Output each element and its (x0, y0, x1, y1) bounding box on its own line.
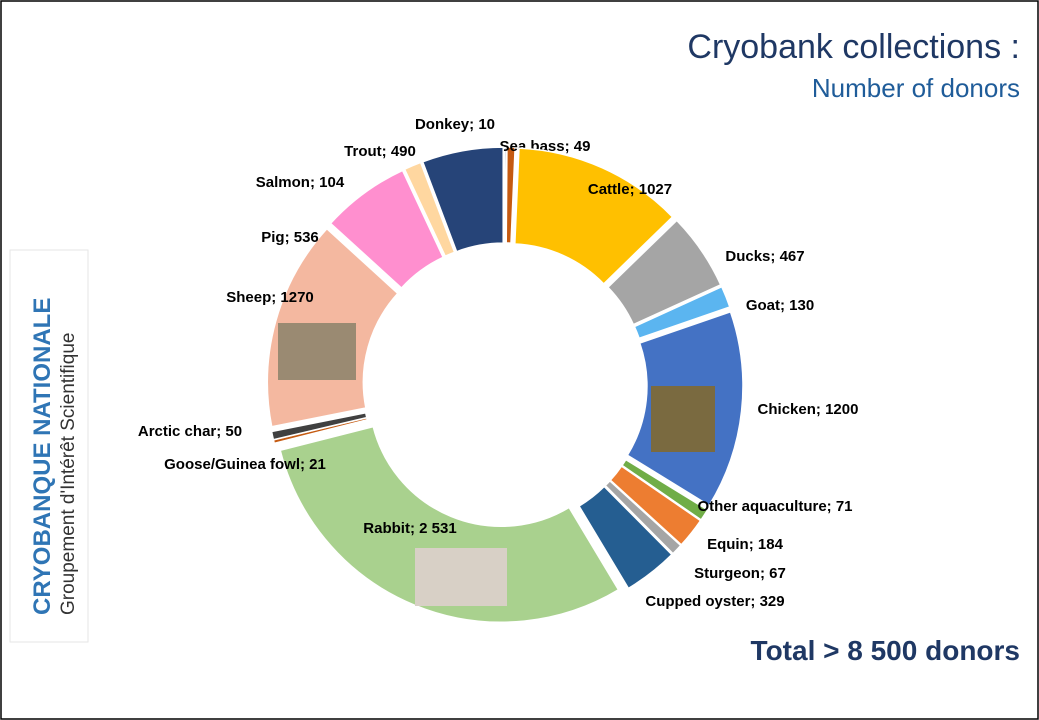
label-category: Sturgeon (694, 565, 760, 582)
label-value: 50 (225, 423, 242, 440)
data-label: Rabbit; 2 531 (363, 520, 456, 537)
label-separator: ; (760, 565, 769, 582)
data-label: Arctic char; 50 (138, 423, 242, 440)
label-category: Ducks (725, 248, 770, 265)
label-separator: ; (310, 174, 319, 191)
label-value: 104 (319, 174, 345, 191)
label-category: Cattle (588, 181, 630, 198)
label-separator: ; (565, 138, 574, 155)
label-separator: ; (382, 143, 391, 160)
label-value: 1270 (280, 289, 313, 306)
label-category: Cupped oyster (645, 593, 750, 610)
label-value: 130 (789, 297, 814, 314)
data-label: Cupped oyster; 329 (645, 593, 784, 610)
label-separator: ; (770, 248, 779, 265)
label-value: 490 (391, 143, 416, 160)
label-value: 67 (769, 565, 786, 582)
data-label: Other aquaculture; 71 (697, 498, 852, 515)
label-category: Equin (707, 536, 749, 553)
label-value: 10 (478, 116, 495, 133)
label-value: 2 531 (419, 520, 457, 537)
label-category: Pig (261, 229, 284, 246)
label-value: 467 (780, 248, 805, 265)
logo-tagline: Groupement d'Intérêt Scientifique (58, 333, 79, 615)
data-label: Goose/Guinea fowl; 21 (164, 456, 326, 473)
photo-sheep (278, 323, 356, 380)
label-value: 1027 (639, 181, 672, 198)
label-separator: ; (750, 593, 759, 610)
data-label: Equin; 184 (707, 536, 784, 553)
data-label: Cattle; 1027 (588, 181, 672, 198)
slide-subtitle: Number of donors (812, 73, 1020, 103)
photo-chicken (651, 386, 715, 452)
slide: Cryobank collections : Number of donors … (0, 0, 1039, 720)
data-label: Salmon; 104 (256, 174, 345, 191)
data-label: Sheep; 1270 (226, 289, 314, 306)
label-value: 329 (760, 593, 785, 610)
photo-rabbit (415, 548, 507, 606)
label-separator: ; (410, 520, 419, 537)
label-separator: ; (285, 229, 294, 246)
label-category: Arctic char (138, 423, 217, 440)
label-value: 49 (574, 138, 591, 155)
data-label: Pig; 536 (261, 229, 319, 246)
label-category: Salmon (256, 174, 310, 191)
label-category: Trout (344, 143, 382, 160)
data-label: Ducks; 467 (725, 248, 804, 265)
label-value: 184 (758, 536, 784, 553)
data-label: Chicken; 1200 (758, 401, 859, 418)
label-category: Goose/Guinea fowl (164, 456, 300, 473)
label-value: 1200 (825, 401, 858, 418)
label-separator: ; (216, 423, 225, 440)
label-separator: ; (827, 498, 836, 515)
label-separator: ; (469, 116, 478, 133)
label-value: 536 (294, 229, 319, 246)
label-category: Other aquaculture (697, 498, 826, 515)
label-category: Goat (746, 297, 780, 314)
data-label: Trout; 490 (344, 143, 416, 160)
label-category: Rabbit (363, 520, 410, 537)
label-separator: ; (300, 456, 309, 473)
logo-name: CRYOBANQUE NATIONALE (29, 298, 56, 615)
label-separator: ; (749, 536, 758, 553)
data-label: Sturgeon; 67 (694, 565, 786, 582)
total-note: Total > 8 500 donors (751, 635, 1020, 666)
label-separator: ; (780, 297, 789, 314)
label-value: 71 (836, 498, 853, 515)
data-label: Donkey; 10 (415, 116, 495, 133)
label-separator: ; (630, 181, 639, 198)
slide-title: Cryobank collections : (687, 28, 1020, 66)
label-value: 21 (309, 456, 326, 473)
label-category: Donkey (415, 116, 470, 133)
label-separator: ; (271, 289, 280, 306)
label-category: Chicken (758, 401, 816, 418)
data-label: Goat; 130 (746, 297, 814, 314)
label-category: Sheep (226, 289, 271, 306)
label-separator: ; (816, 401, 825, 418)
